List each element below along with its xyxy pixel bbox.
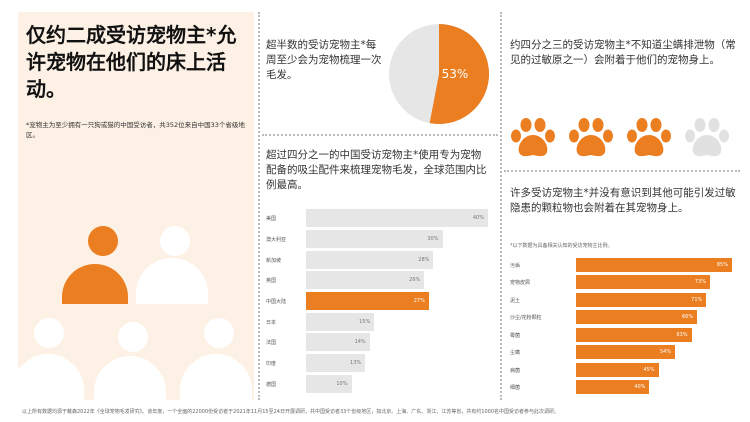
bar [576,327,692,342]
pie-slice-weekly [429,23,490,124]
allergen-bar-chart: 污垢 85% 宠物皮屑 73% 泥土 71% 沙尘/花粉颗粒 66% 霉菌 63% 尘螨 54% 病菌 4… [510,256,732,396]
bar [576,292,707,307]
bar-value-label: 85% [716,261,728,268]
bar-category-label: 法国 [266,340,277,347]
pie-value-label: 53% [442,67,469,81]
bar [306,312,375,331]
bar-category-label: 细菌 [510,385,521,392]
bar-category-label: 中国大陆 [266,299,287,305]
paw-icon [511,118,555,157]
bar-category-label: 印度 [266,361,277,367]
divider-right-horizontal [504,170,740,172]
person-icon [204,318,234,348]
person-icon-orange [88,226,118,256]
bar-category-label: 沙尘/花粉颗粒 [510,315,542,322]
left-panel: 仅约二成受访宠物主*允许宠物在他们的床上活动。 *宠物主为至少拥有一只狗或猫的中… [18,12,254,400]
bar-category-label: 霉菌 [510,332,521,339]
bar [306,333,370,352]
bar-category-label: 德国 [266,381,277,388]
vacuum-text: 超过四分之一的中国受访宠物主*使用专为宠物配备的吸尘配件来梳理宠物毛发，全球范围… [266,149,487,191]
bar [306,374,352,393]
bar-category-label: 污垢 [510,262,521,269]
bar [306,292,429,310]
person-body [180,354,252,400]
bar-value-label: 30% [427,236,439,242]
grooming-pie-chart: 53% [389,23,490,124]
vacuum-bar-chart: 美国 40% 澳大利亚 30% 新加坡 28% 英国 26% 中国大陆 27% 日本 15% 法国 14%… [266,208,488,394]
paw-icon-array [508,116,744,162]
allergens-note: *以下数据为具备相关认知的受访宠物主比例。 [510,243,613,249]
bar-value-label: 27% [413,298,425,304]
divider-left [258,12,260,400]
bar-category-label: 英国 [266,278,277,285]
bar-value-label: 28% [418,256,430,263]
bar-value-label: 71% [691,296,703,303]
person-body [136,258,208,304]
bar-value-label: 63% [676,331,688,338]
bar-category-label: 泥土 [510,297,521,304]
bar [576,345,676,360]
bar [576,380,650,395]
bar-value-label: 14% [354,339,366,346]
bar-value-label: 10% [336,380,348,387]
bar [306,230,443,248]
grooming-text: 超半数的受访宠物主*每周至少会为宠物梳理一次毛发。 [266,39,382,81]
dust-mites-text: 约四分之三的受访宠物主*不知道尘螨排泄物（常见的过敏原之一）会附着于他们的宠物身… [510,39,736,66]
bar-value-label: 15% [359,318,371,325]
bar-value-label: 40% [472,215,484,222]
bar-value-label: 66% [682,314,694,321]
bar [306,209,488,228]
paw-icon [627,118,671,157]
divider-mid-horizontal [262,134,498,136]
person-icon [160,226,190,256]
bar-category-label: 病菌 [510,367,521,374]
source-note: 以上所有数据均源于戴森2022年《全球宠物毛发研究》。该年度，一个全面的2200… [22,409,560,415]
bar-category-label: 宠物皮屑 [510,280,531,287]
headline: 仅约二成受访宠物主*允许宠物在他们的床上活动。 [26,23,237,101]
bar-category-label: 澳大利亚 [266,237,287,243]
person-body-orange [62,264,128,304]
divider-center [500,12,502,400]
bar [576,275,710,290]
bar-category-label: 美国 [266,216,277,223]
paw-icon [569,118,613,157]
paw-icon [685,118,729,157]
bar [576,257,732,272]
bar-category-label: 尘螨 [510,350,521,357]
person-icon [118,322,148,352]
bar-value-label: 45% [643,366,655,373]
bar [306,250,434,269]
person-icon [34,318,64,348]
bar-value-label: 40% [634,384,646,391]
bar [306,354,366,372]
left-footnote: *宠物主为至少拥有一只狗或猫的中国受访者，共352位来自中国33个省级地区。 [26,121,245,139]
bar-value-label: 26% [409,277,421,284]
bar-category-label: 新加坡 [266,257,282,264]
person-body [18,354,84,400]
bar-value-label: 13% [350,360,362,366]
bar [576,362,659,377]
allergens-text: 许多受访宠物主*并没有意识到其他可能引发过敏隐患的颗粒物也会附着在其宠物身上。 [510,187,736,214]
bar [576,310,698,325]
bar-value-label: 54% [659,349,672,356]
people-illustration [18,202,254,400]
bar [306,271,425,290]
bar-category-label: 日本 [266,319,277,326]
person-body [94,356,166,400]
bar-value-label: 73% [694,279,706,286]
